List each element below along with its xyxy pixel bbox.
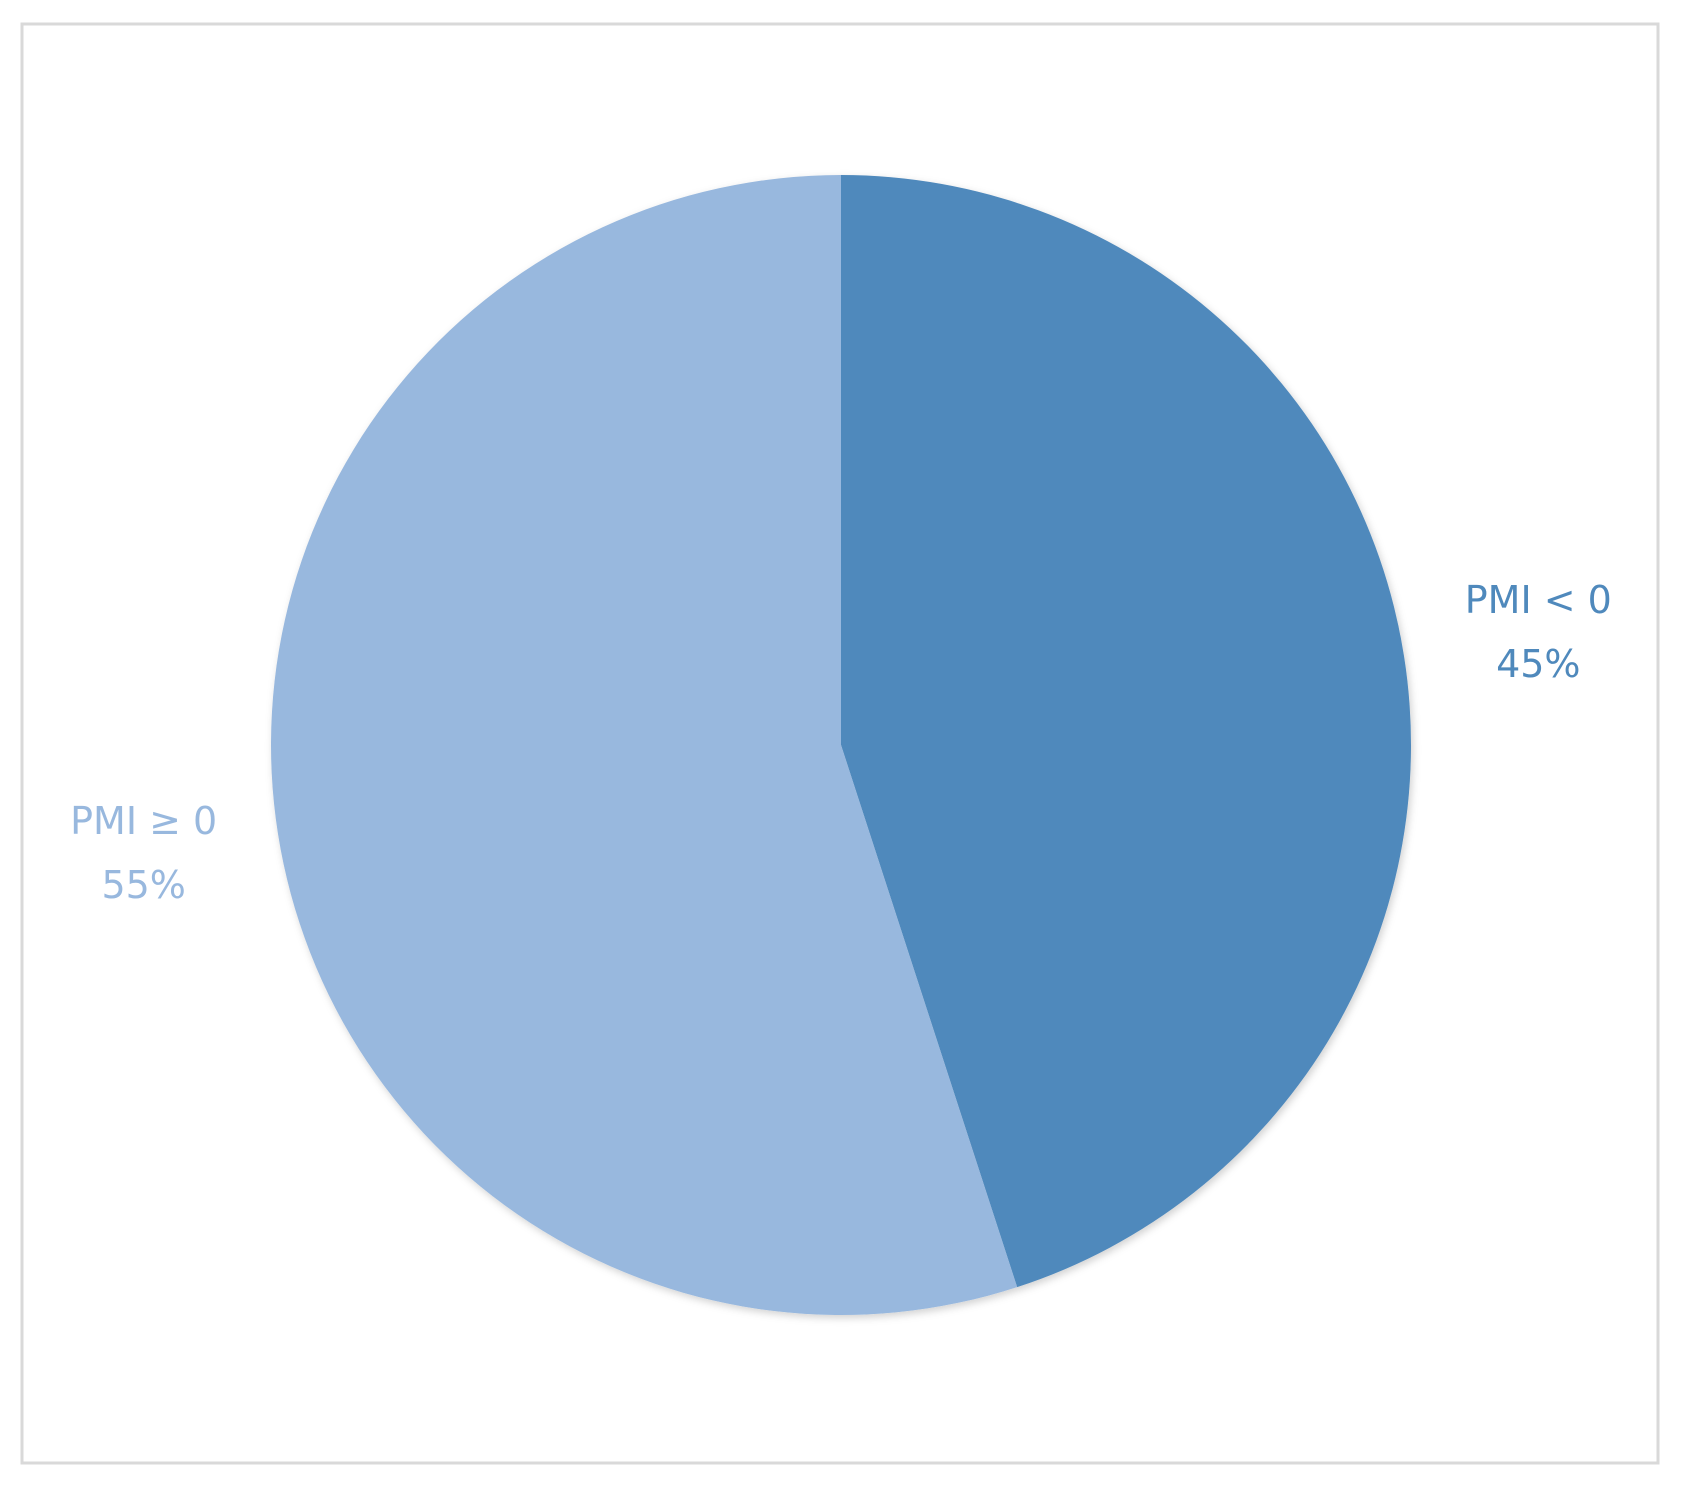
slice-label: PMI < 0 [1465,578,1612,622]
slice-value-label: 45% [1496,642,1580,686]
slice-value-label: 55% [101,863,185,907]
pie [270,175,1411,1315]
pie-slice [841,175,1411,1288]
slice-label: PMI ≥ 0 [70,799,217,843]
pie-slice [270,175,1018,1315]
